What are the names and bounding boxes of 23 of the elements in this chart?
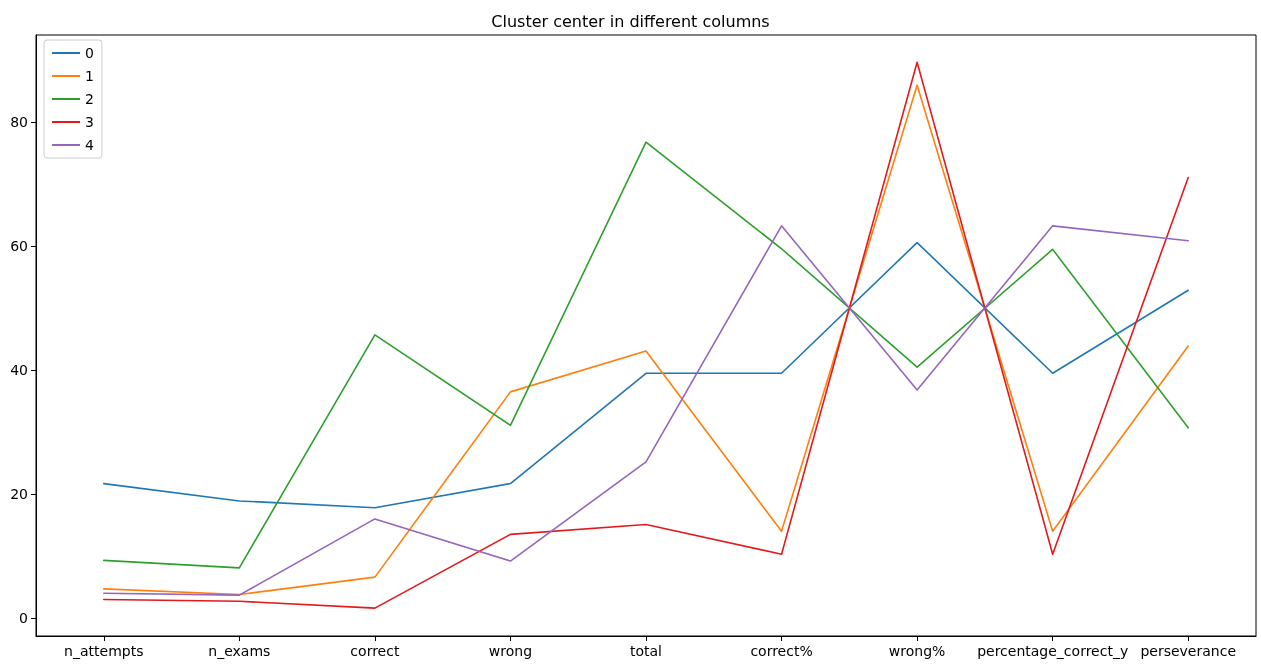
x-tick-label: perseverance <box>1140 643 1237 659</box>
chart-title: Cluster center in different columns <box>491 11 770 31</box>
x-tick-label: percentage_correct_y <box>977 643 1129 659</box>
x-tick-label: total <box>629 643 663 659</box>
x-tick-label: correct <box>350 643 400 659</box>
y-tick-label: 20 <box>10 486 28 503</box>
x-tick-label: n_exams <box>208 643 271 659</box>
line-series <box>102 241 1190 509</box>
legend-label: 4 <box>85 137 94 153</box>
y-tick-label: 40 <box>10 362 28 379</box>
y-tick-label: 60 <box>10 238 28 255</box>
x-tick-label: n_attempts <box>64 643 144 659</box>
y-tick-label: 0 <box>19 610 28 627</box>
legend-label: 1 <box>85 68 94 84</box>
line-series <box>102 225 1190 596</box>
line-series <box>102 141 1190 569</box>
x-tick-label: correct% <box>750 643 813 659</box>
legend-label: 3 <box>85 114 94 130</box>
y-tick-label: 80 <box>10 114 28 131</box>
legend-label: 0 <box>85 45 94 61</box>
x-tick-label: wrong% <box>888 643 946 659</box>
x-tick-label: wrong <box>488 643 533 659</box>
legend-label: 2 <box>85 91 94 107</box>
